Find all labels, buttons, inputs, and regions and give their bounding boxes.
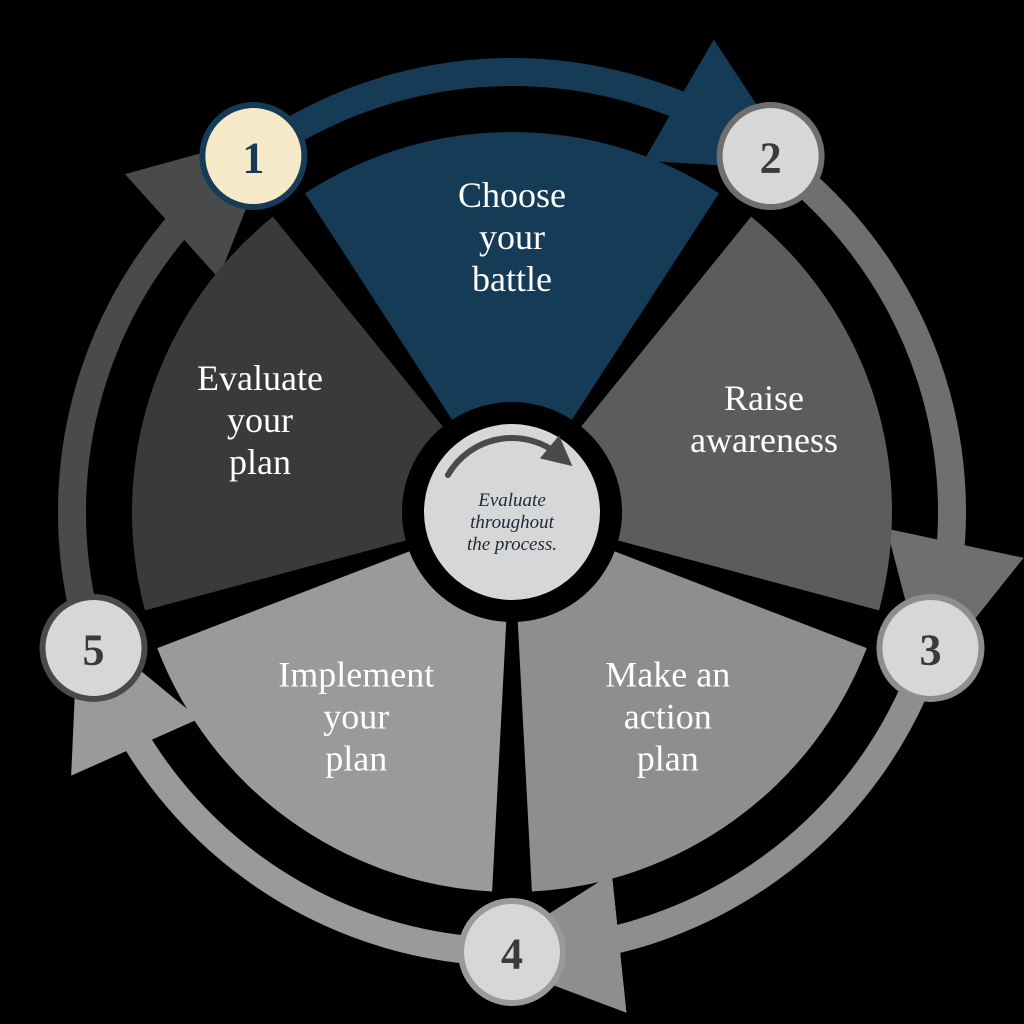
arc-arrow-1 [292, 72, 732, 131]
badge-number-2: 2 [760, 134, 782, 183]
badge-number-5: 5 [83, 625, 105, 674]
center-text: Evaluatethroughoutthe process. [467, 490, 557, 555]
badge-number-4: 4 [501, 930, 523, 979]
process-wheel: ChooseyourbattleRaiseawarenessMake anact… [0, 0, 1024, 1024]
badge-number-3: 3 [919, 625, 941, 674]
badge-number-1: 1 [242, 134, 264, 183]
